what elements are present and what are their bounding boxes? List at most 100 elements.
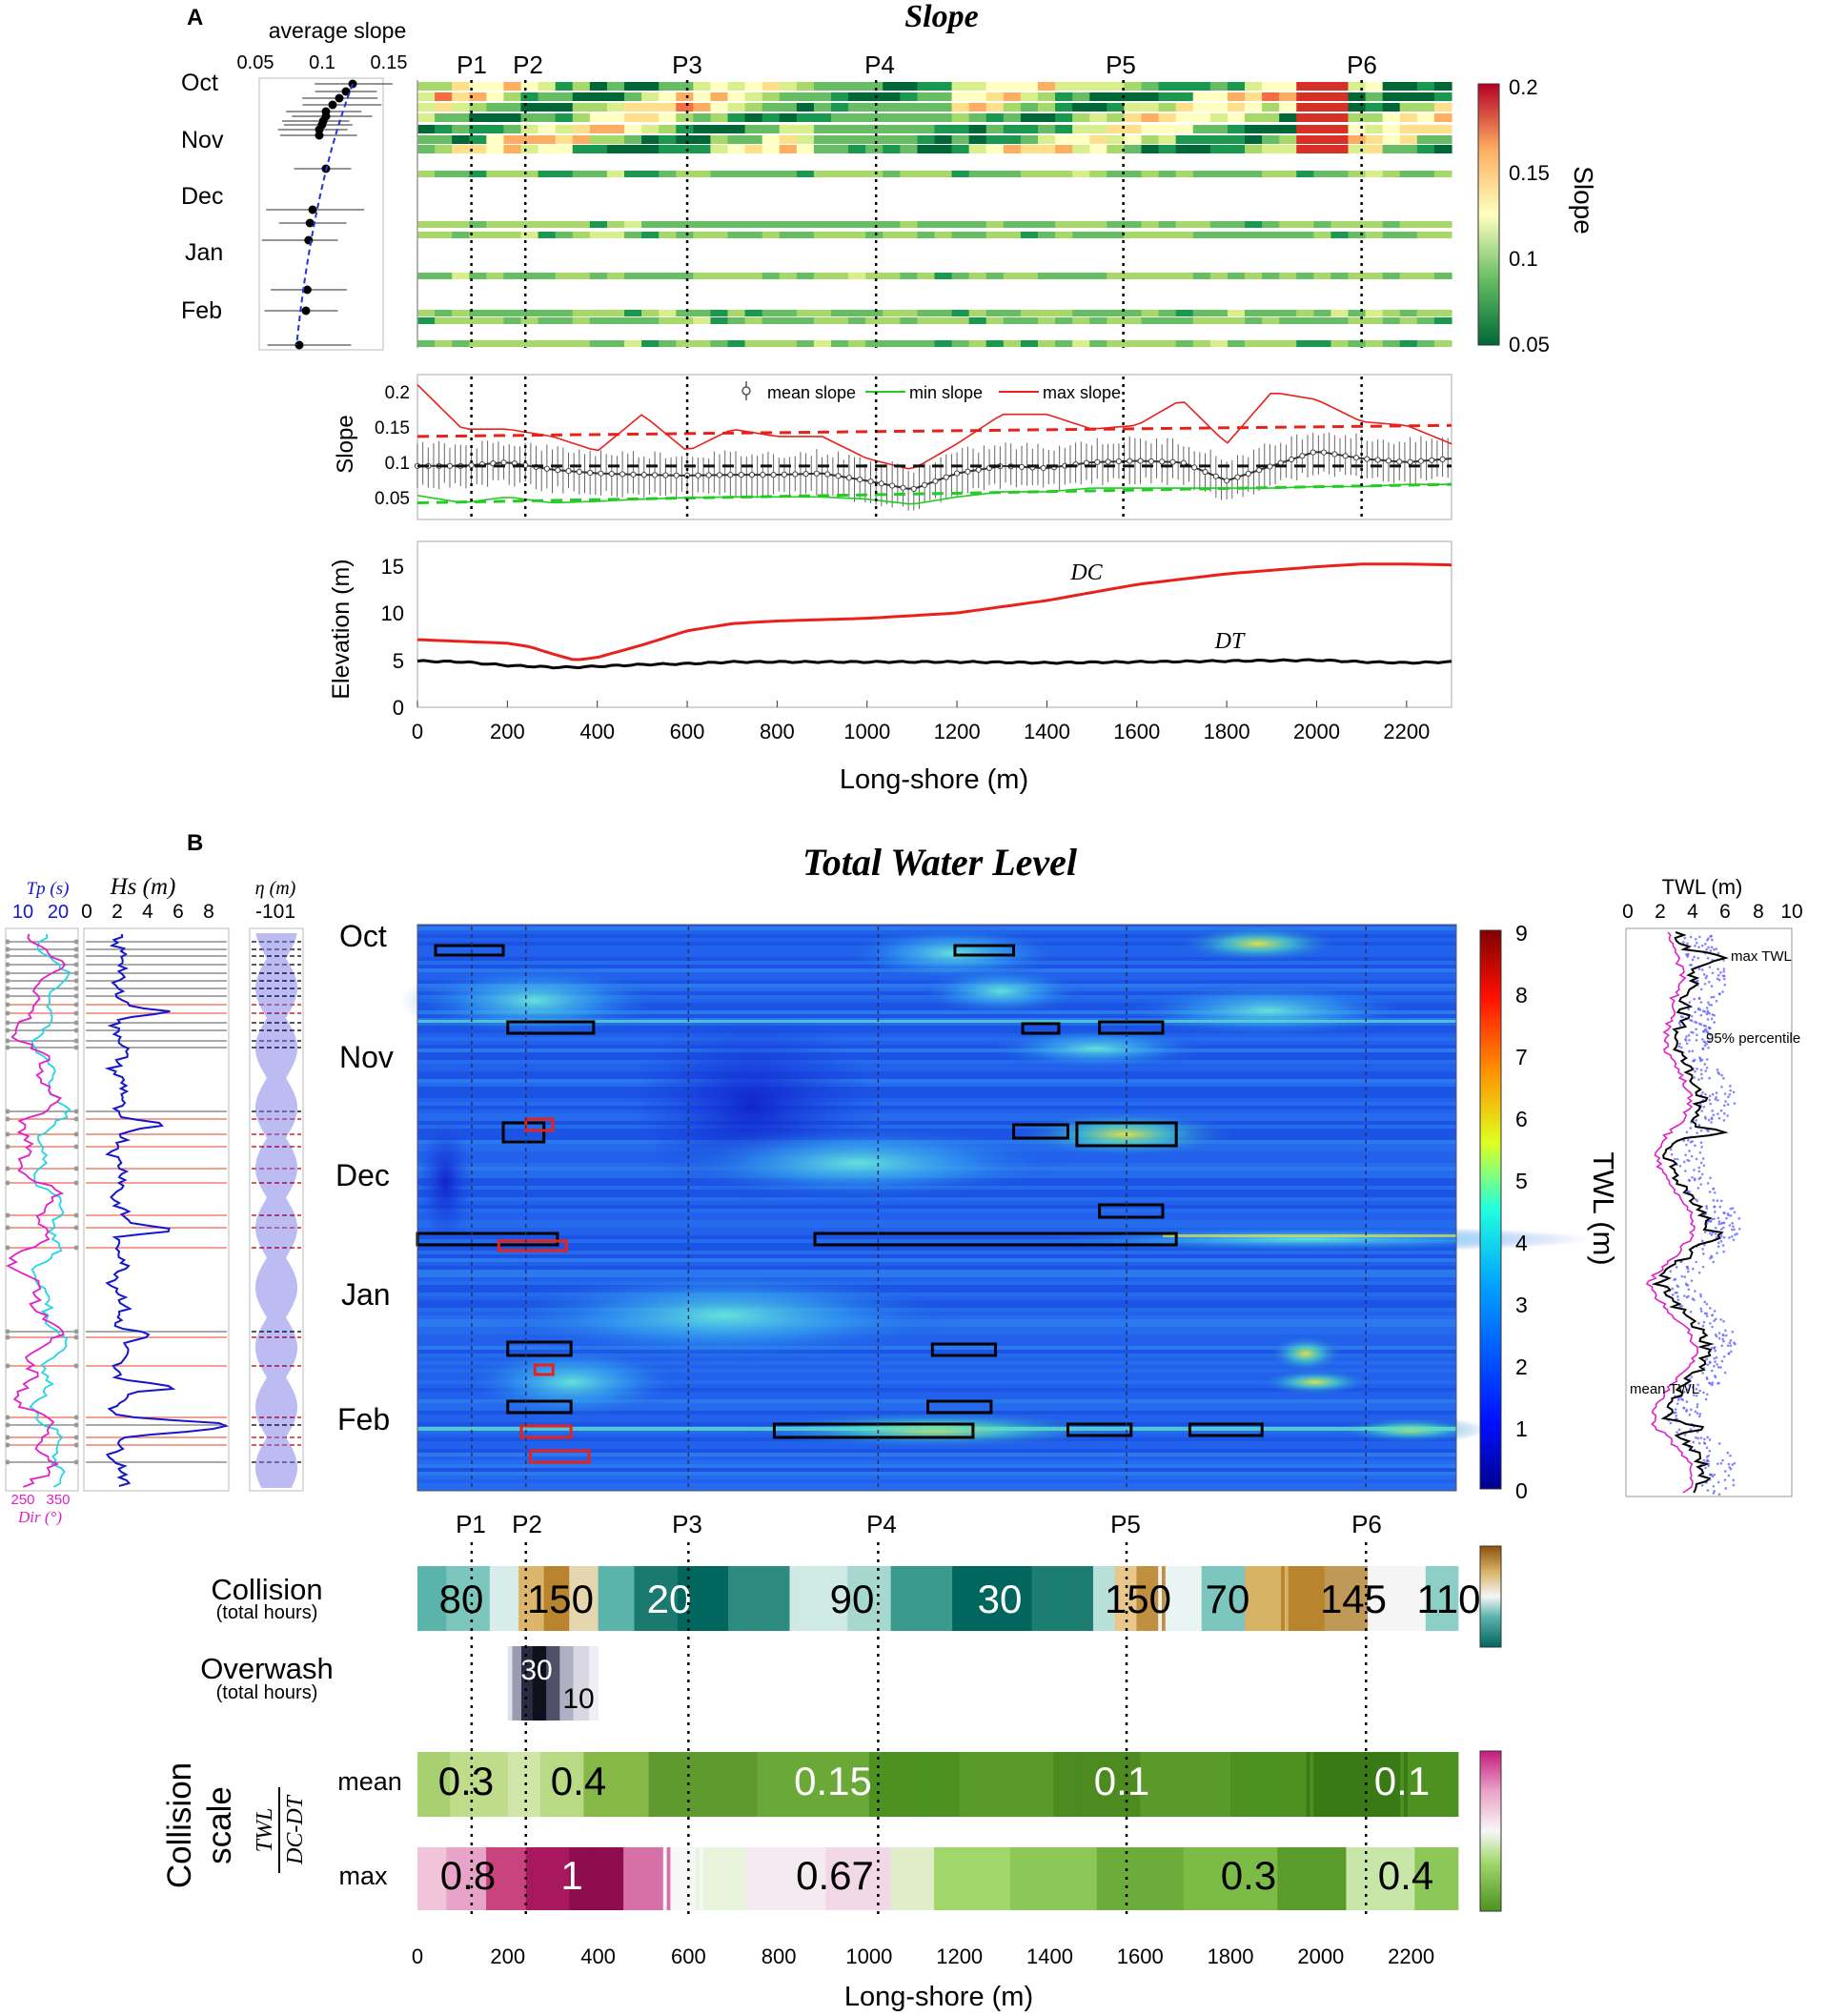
slope-cell (848, 103, 866, 112)
twl-scatter-point (1683, 1275, 1687, 1278)
twl-scatter-point (1705, 1357, 1708, 1361)
slope-cell (779, 82, 798, 91)
slope-cell (1227, 92, 1246, 101)
twl-scatter-point (1678, 1164, 1682, 1168)
slope-cell (831, 135, 849, 144)
slope-cell (417, 317, 436, 324)
twl-scatter-point (1701, 1048, 1705, 1050)
collision-cell (999, 1566, 1004, 1631)
slope-cell (469, 340, 487, 347)
max-scale-cell (771, 1847, 776, 1910)
mean-scale-cell (1418, 1752, 1423, 1817)
twl-scatter-point (1689, 935, 1693, 939)
slope-cell (1348, 232, 1367, 238)
mean-scale-cell (1310, 1752, 1314, 1817)
twl-scatter-point (1680, 1304, 1684, 1308)
slope-cell (831, 113, 849, 122)
collision-cell (500, 1566, 505, 1631)
mean-slope-marker (1105, 458, 1111, 465)
twl-scatter-point (1729, 1339, 1733, 1342)
slope-cell (883, 317, 901, 324)
collision-cell (985, 1566, 989, 1631)
avg-tick-0: 0.05 (237, 52, 274, 73)
slope-cell (641, 103, 660, 112)
max-scale-cell (1128, 1847, 1134, 1910)
max-scale-cell (721, 1847, 725, 1910)
collision-cell (623, 1566, 628, 1631)
twl-scatter-point (1714, 1349, 1717, 1353)
twl-scatter-point (1719, 1366, 1722, 1369)
slope-cell (589, 145, 608, 153)
collision-cell (916, 1566, 921, 1631)
collision-cell (561, 1566, 566, 1631)
slope-cell (813, 135, 832, 144)
slope-cell (417, 171, 436, 177)
max-scale-cell (930, 1847, 935, 1910)
slope-cell (831, 310, 849, 316)
slope-cell (813, 232, 832, 238)
collision-cell (1118, 1566, 1123, 1631)
slope-cell (503, 103, 522, 112)
slope-cell (1313, 113, 1332, 122)
slope-cell (727, 103, 746, 112)
tp-event-dot (5, 1435, 10, 1440)
slope-cell (538, 103, 557, 112)
max-scale-cell (1197, 1847, 1203, 1910)
max-scale-cell (1281, 1847, 1286, 1910)
overwash-cell (521, 1646, 524, 1721)
slope-cell (1107, 113, 1126, 122)
collision-cell (1046, 1566, 1050, 1631)
slope-cell (1416, 232, 1435, 238)
twl-scatter-point (1694, 1290, 1696, 1293)
twl-scatter-point (1703, 1231, 1707, 1233)
tp-event-dot (5, 1415, 10, 1420)
slope-cell (727, 273, 746, 279)
mean-slope-marker (1429, 457, 1435, 463)
slope-cell (900, 171, 919, 177)
slope-cell (831, 171, 849, 177)
max-scale-cell (616, 1847, 620, 1910)
slope-cell (452, 273, 470, 279)
max-scale-cell (825, 1847, 830, 1910)
twl-scatter-point (1722, 959, 1725, 962)
twl-scatter-point (1684, 1170, 1687, 1172)
slope-cell (710, 273, 729, 279)
max-scale-cell (670, 1847, 675, 1910)
max-scale-cell (1144, 1847, 1148, 1910)
collision-cell (880, 1566, 884, 1631)
mean-scale-cell (884, 1752, 888, 1817)
slope-cell (1192, 171, 1211, 177)
twl-scatter-point (1713, 1473, 1716, 1476)
max-scale-cell (626, 1847, 632, 1910)
twl-scatter-point (1704, 1117, 1707, 1120)
tp-event-dot (5, 1002, 10, 1008)
slope-cell (1262, 135, 1280, 144)
collision-cell (450, 1566, 455, 1631)
mean-scale-cell (1187, 1752, 1191, 1817)
collision-cell (1306, 1566, 1310, 1631)
slope-cell (1124, 221, 1143, 228)
max-scale-cell (1266, 1847, 1271, 1910)
mean-scale-cell (1212, 1752, 1217, 1817)
mean-slope-marker (662, 472, 669, 479)
slope-cell (744, 310, 763, 316)
collision-cell (442, 1566, 447, 1631)
twl-scatter-point (1722, 974, 1726, 978)
slope-cell (659, 310, 677, 316)
mean-scale-cell (1158, 1752, 1163, 1817)
twl-row (417, 1365, 1456, 1369)
slope-cell (968, 310, 987, 316)
max-scale-cell (1042, 1847, 1047, 1910)
max-scale-cell (1165, 1847, 1170, 1910)
mean-scale-cell (1396, 1752, 1401, 1817)
mean-scale-cell (644, 1752, 650, 1817)
mean-scale-cell (702, 1752, 707, 1817)
collision-cell (1299, 1566, 1304, 1631)
slope-cell (486, 92, 505, 101)
collision-cell (1013, 1566, 1018, 1631)
twl-scatter-point (1707, 946, 1710, 949)
slope-cell (1399, 113, 1418, 122)
mean-scale-cell (865, 1752, 870, 1817)
collision-cell (579, 1566, 584, 1631)
slope-cell (813, 310, 832, 316)
